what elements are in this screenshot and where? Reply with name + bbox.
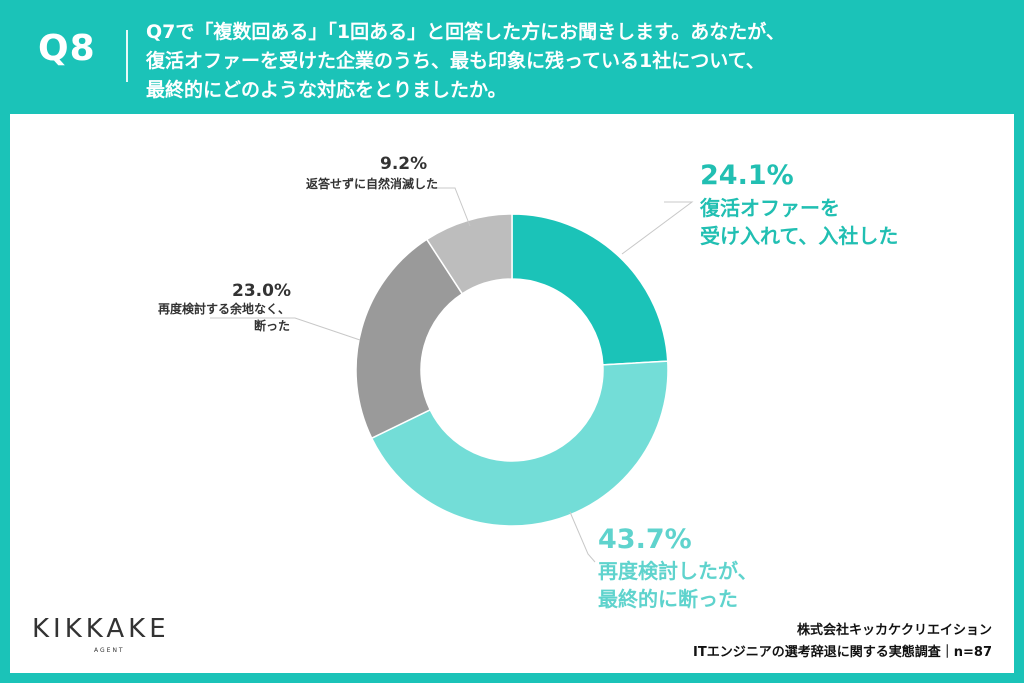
slice-category-label: 再度検討する余地なく、 断った xyxy=(157,302,290,333)
leader-line xyxy=(430,187,471,227)
question-text: Q7で「複数回ある」「1回ある」と回答した方にお聞きします。あなたが、 復活オフ… xyxy=(146,21,785,101)
slice-value-label: 23.0% xyxy=(232,281,291,301)
leader-line xyxy=(621,201,694,255)
brand-logo: KIKKAKE xyxy=(32,614,170,644)
survey-caption: ITエンジニアの選考辞退に関する実態調査｜n=87 xyxy=(693,645,992,660)
leader-line xyxy=(569,511,596,563)
donut-chart xyxy=(210,187,694,563)
donut-slice xyxy=(425,213,513,295)
donut-slice xyxy=(511,213,669,366)
company-name: 株式会社キッカケクリエイション xyxy=(796,623,992,638)
donut-slice xyxy=(370,360,669,527)
leader-line xyxy=(210,317,361,341)
slice-category-label: 返答せずに自然消滅した xyxy=(305,177,438,191)
slice-value-label: 24.1% xyxy=(700,160,794,191)
slice-value-label: 9.2% xyxy=(380,154,428,174)
chart-panel: 24.1% 復活オファーを 受け入れて、入社した 43.7% 再度検討したが、 … xyxy=(10,114,1014,673)
donut-slice xyxy=(355,238,464,440)
slice-category-label: 再度検討したが、 最終的に断った xyxy=(598,559,758,611)
header: Q8 Q7で「複数回ある」「1回ある」と回答した方にお聞きします。あなたが、 復… xyxy=(0,0,1024,110)
brand-logo-sub: AGENT xyxy=(94,647,125,654)
question-number: Q8 xyxy=(38,28,96,69)
slice-value-label: 43.7% xyxy=(598,524,692,555)
slice-category-label: 復活オファーを 受け入れて、入社した xyxy=(700,196,899,248)
header-divider xyxy=(126,30,128,82)
